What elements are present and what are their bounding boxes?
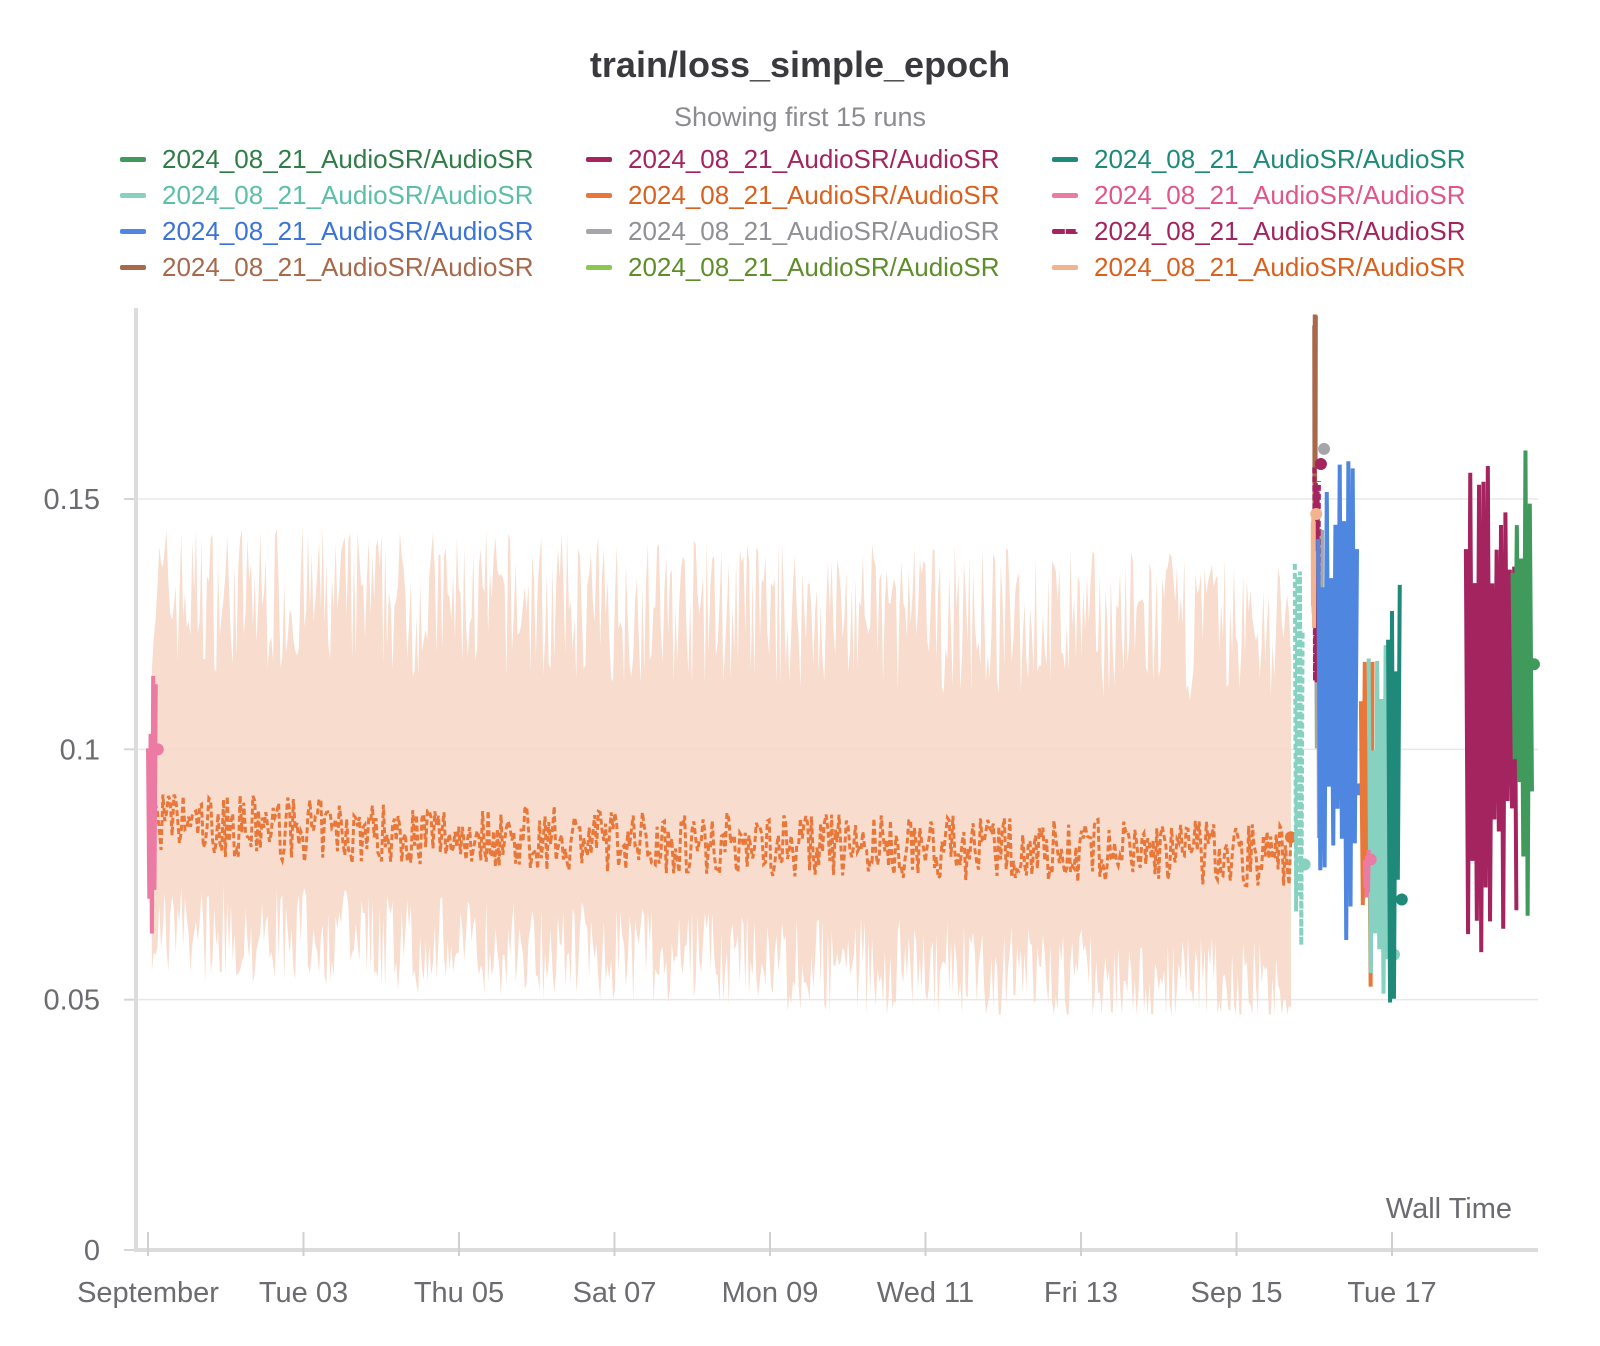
legend-item[interactable]: 2024_08_21_AudioSR/AudioSR bbox=[1052, 142, 1466, 176]
series-last-point bbox=[151, 743, 164, 756]
legend-item[interactable]: 2024_08_21_AudioSR/AudioSR bbox=[120, 142, 534, 176]
x-tick-label: Wed 11 bbox=[877, 1277, 974, 1309]
series-layer bbox=[146, 314, 1540, 1003]
series-last-point bbox=[1310, 508, 1323, 521]
legend-swatch bbox=[586, 192, 612, 198]
legend-label: 2024_08_21_AudioSR/AudioSR bbox=[628, 215, 1000, 246]
y-tick-label: 0.1 bbox=[60, 734, 100, 766]
legend-swatch bbox=[1052, 228, 1078, 234]
x-axis-title: Wall Time bbox=[1386, 1193, 1512, 1225]
axis-layer: 0 0.05 0.1 0.15 September Tue 03 Thu 05 Sat 07 M… bbox=[44, 308, 1538, 1309]
series-1 bbox=[146, 675, 164, 934]
series-line bbox=[1510, 450, 1534, 916]
legend-label: 2024_08_21_AudioSR/AudioSR bbox=[162, 215, 534, 246]
legend-label: 2024_08_21_AudioSR/AudioSR bbox=[1094, 251, 1466, 282]
legend-item[interactable]: 2024_08_21_AudioSR/AudioSR bbox=[120, 214, 534, 248]
x-tick-label: Sat 07 bbox=[573, 1277, 657, 1309]
series-line bbox=[1362, 849, 1371, 898]
legend-label: 2024_08_21_AudioSR/AudioSR bbox=[628, 251, 1000, 282]
series-2 bbox=[1292, 563, 1311, 946]
x-tick-label: Tue 03 bbox=[259, 1277, 348, 1309]
x-tick-label: Fri 13 bbox=[1044, 1277, 1118, 1309]
legend-item[interactable]: 2024_08_21_AudioSR/AudioSR bbox=[586, 142, 1000, 176]
x-tick-label: Mon 09 bbox=[722, 1277, 819, 1309]
series-last-point bbox=[1298, 858, 1311, 871]
band-layer bbox=[151, 524, 1291, 1015]
legend-item[interactable]: 2024_08_21_AudioSR/AudioSR bbox=[1052, 250, 1466, 284]
legend-swatch bbox=[586, 228, 612, 234]
series-line bbox=[1312, 314, 1318, 505]
series-last-point bbox=[1364, 853, 1377, 866]
chart-title: train/loss_simple_epoch bbox=[589, 44, 1011, 85]
series-line bbox=[1386, 584, 1402, 1003]
series-11 bbox=[1386, 584, 1408, 1003]
chart-legend: 2024_08_21_AudioSR/AudioSR 2024_08_21_Aud… bbox=[120, 142, 1520, 292]
legend-label: 2024_08_21_AudioSR/AudioSR bbox=[162, 143, 534, 174]
series-line bbox=[150, 794, 1293, 888]
legend-swatch bbox=[1052, 156, 1078, 162]
legend-label: 2024_08_21_AudioSR/AudioSR bbox=[162, 251, 534, 282]
series-6 bbox=[1310, 508, 1323, 628]
series-line bbox=[1292, 563, 1305, 946]
series-line bbox=[1316, 461, 1360, 940]
legend-label: 2024_08_21_AudioSR/AudioSR bbox=[628, 143, 1000, 174]
legend-swatch bbox=[1052, 192, 1078, 198]
legend-label: 2024_08_21_AudioSR/AudioSR bbox=[628, 179, 1000, 210]
legend-label: 2024_08_21_AudioSR/AudioSR bbox=[1094, 215, 1466, 246]
series-last-point bbox=[1527, 658, 1540, 671]
series-last-point bbox=[1318, 442, 1331, 455]
legend-label: 2024_08_21_AudioSR/AudioSR bbox=[162, 179, 534, 210]
series-10 bbox=[1362, 849, 1377, 898]
series-line bbox=[146, 675, 158, 934]
legend-swatch bbox=[586, 264, 612, 270]
legend-item[interactable]: 2024_08_21_AudioSR/AudioSR bbox=[1052, 214, 1466, 248]
legend-swatch bbox=[120, 228, 146, 234]
legend-swatch bbox=[120, 264, 146, 270]
x-tick-label: Thu 05 bbox=[414, 1277, 504, 1309]
series-7 bbox=[1316, 461, 1366, 940]
legend-item[interactable]: 2024_08_21_AudioSR/AudioSR bbox=[586, 250, 1000, 284]
series-range-band bbox=[151, 524, 1291, 1015]
series-last-point bbox=[1395, 893, 1408, 906]
legend-item[interactable]: 2024_08_21_AudioSR/AudioSR bbox=[1052, 178, 1466, 212]
x-tick-label: September bbox=[77, 1277, 219, 1309]
y-tick-label: 0.05 bbox=[44, 985, 100, 1017]
legend-item[interactable]: 2024_08_21_AudioSR/AudioSR bbox=[120, 178, 534, 212]
legend-label: 2024_08_21_AudioSR/AudioSR bbox=[1094, 143, 1466, 174]
chart-subtitle: Showing first 15 runs bbox=[673, 102, 927, 132]
legend-item[interactable]: 2024_08_21_AudioSR/AudioSR bbox=[586, 214, 1000, 248]
legend-swatch bbox=[586, 156, 612, 162]
legend-swatch bbox=[1052, 264, 1078, 270]
legend-item[interactable]: 2024_08_21_AudioSR/AudioSR bbox=[586, 178, 1000, 212]
legend-item[interactable]: 2024_08_21_AudioSR/AudioSR bbox=[120, 250, 534, 284]
x-tick-label: Tue 17 bbox=[1347, 1277, 1436, 1309]
series-line bbox=[1310, 517, 1317, 628]
legend-swatch bbox=[120, 156, 146, 162]
series-13 bbox=[1510, 450, 1540, 916]
series-last-point bbox=[1314, 457, 1327, 470]
series-line bbox=[1463, 465, 1519, 953]
x-tick-label: Sep 15 bbox=[1191, 1277, 1283, 1309]
legend-label: 2024_08_21_AudioSR/AudioSR bbox=[1094, 179, 1466, 210]
y-tick-label: 0.15 bbox=[44, 484, 100, 516]
y-tick-label: 0 bbox=[84, 1235, 100, 1267]
legend-swatch bbox=[120, 192, 146, 198]
